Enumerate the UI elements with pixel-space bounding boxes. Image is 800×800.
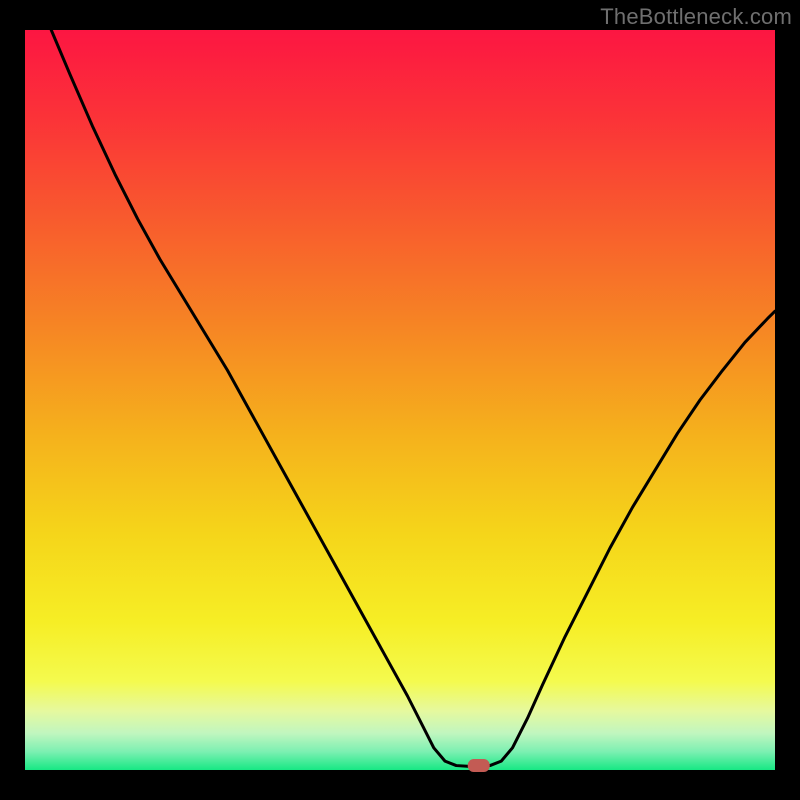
plot-area — [25, 30, 775, 770]
watermark-text: TheBottleneck.com — [600, 4, 792, 30]
chart-svg — [0, 0, 800, 800]
minimum-marker — [468, 759, 490, 772]
bottleneck-chart: TheBottleneck.com — [0, 0, 800, 800]
